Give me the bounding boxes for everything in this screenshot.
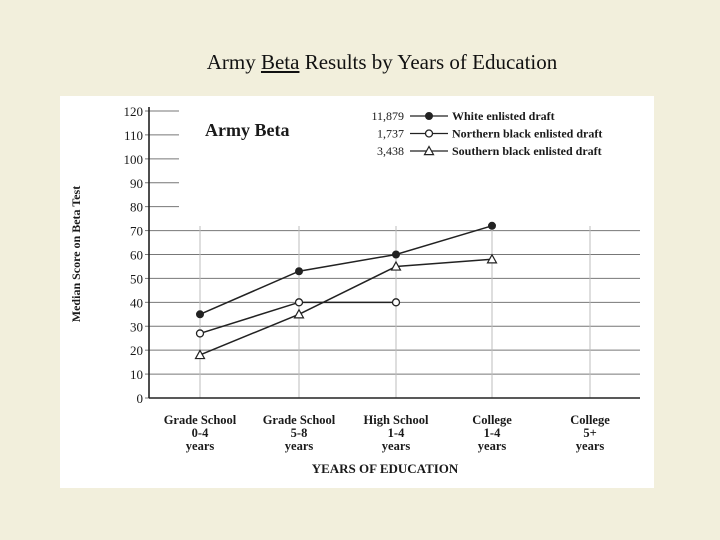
data-point-2-0 [194,349,206,360]
y-tick-label-110: 110 [124,128,143,143]
x-axis-title: YEARS OF EDUCATION [312,461,459,476]
legend-count-0: 11,879 [371,109,404,123]
data-point-0-0 [196,310,204,319]
legend-label-1: Northern black enlisted draft [452,127,602,141]
legend: 11,879 White enlisted draft 1,737 Northern … [371,109,602,158]
legend-label-2: Southern black enlisted draft [452,144,602,158]
x-tick-label-0: Grade School 0-4 years [164,413,237,453]
data-point-0-2 [392,250,400,259]
chart-title: Army Beta [205,120,289,140]
legend-marker-2 [423,145,435,156]
legend-marker-1 [424,129,434,138]
y-tick-label-30: 30 [130,319,143,334]
data-point-0-1 [295,267,303,276]
series [194,221,498,360]
data-point-2-2 [390,260,402,271]
x-tick-label-1: Grade School 5-8 years [263,413,336,453]
y-tick-label-50: 50 [130,271,143,286]
line-chart: 0 10 20 30 40 50 60 70 80 90 100 110 120 Grade School… [69,104,640,476]
title-text-prefix: Army [206,50,261,74]
slide-title: Army Beta Results by Years of Education [0,50,720,75]
legend-count-2: 3,438 [377,144,404,158]
data-point-2-3 [486,253,498,264]
data-point-1-1 [294,298,304,307]
x-tick-label-4: College 5+ years [570,413,610,453]
y-tick-label-20: 20 [130,343,143,358]
data-point-1-2 [391,298,401,307]
x-tick-label-2: High School 1-4 years [364,413,429,453]
series-line-2 [199,258,493,356]
y-tick-label-0: 0 [137,391,144,406]
y-axis-title: Median Score on Beta Test [69,186,83,322]
chart-panel: 0 10 20 30 40 50 60 70 80 90 100 110 120 Grade School… [60,96,654,488]
legend-count-1: 1,737 [377,127,404,141]
y-tick-label-60: 60 [130,248,143,263]
y-tick-label-10: 10 [130,367,143,382]
y-tick-label-100: 100 [124,152,144,167]
x-tick-label-3: College 1-4 years [472,413,512,453]
y-tick-label-120: 120 [124,104,144,119]
title-text-suffix: Results by Years of Education [299,50,558,74]
y-tick-label-40: 40 [130,295,143,310]
axes [145,107,640,399]
legend-label-0: White enlisted draft [452,109,555,123]
title-text-underlined: Beta [260,50,300,74]
data-point-0-3 [488,221,496,230]
axis-labels: 0 10 20 30 40 50 60 70 80 90 100 110 120 Grade School… [124,104,611,453]
data-point-1-0 [195,329,205,338]
series-line-0 [199,225,493,315]
legend-marker-0 [425,112,433,120]
y-tick-label-70: 70 [130,224,143,239]
data-point-2-1 [293,308,305,319]
y-tick-label-80: 80 [130,200,143,215]
y-tick-label-90: 90 [130,176,143,191]
